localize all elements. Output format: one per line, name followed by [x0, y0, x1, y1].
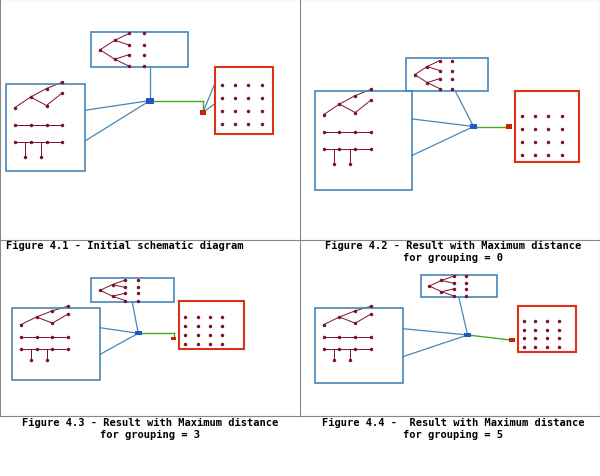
Bar [200, 111, 206, 116]
Bar [464, 333, 472, 337]
Text: Figure 4.1 - Initial schematic diagram: Figure 4.1 - Initial schematic diagram [6, 240, 244, 250]
Bar [215, 69, 274, 134]
Bar [12, 308, 100, 380]
Bar [315, 92, 412, 191]
Text: Figure 4.2 - Result with Maximum distance
for grouping = 0: Figure 4.2 - Result with Maximum distanc… [325, 240, 581, 262]
Bar [146, 99, 154, 104]
Bar [91, 33, 188, 69]
Bar [315, 308, 403, 383]
Text: Figure 4.4 -  Result with Maximum distance
for grouping = 5: Figure 4.4 - Result with Maximum distanc… [322, 417, 584, 438]
Bar [518, 306, 577, 352]
Bar [134, 331, 142, 336]
Bar [421, 275, 497, 298]
Bar [406, 59, 488, 92]
Bar [91, 279, 173, 303]
Bar [179, 301, 244, 349]
Bar [509, 339, 515, 342]
Text: Figure 4.3 - Result with Maximum distance
for grouping = 3: Figure 4.3 - Result with Maximum distanc… [22, 417, 278, 438]
Bar [6, 85, 85, 172]
Bar [470, 124, 477, 130]
Bar [506, 125, 512, 129]
Bar [515, 92, 580, 163]
Bar [170, 337, 176, 340]
